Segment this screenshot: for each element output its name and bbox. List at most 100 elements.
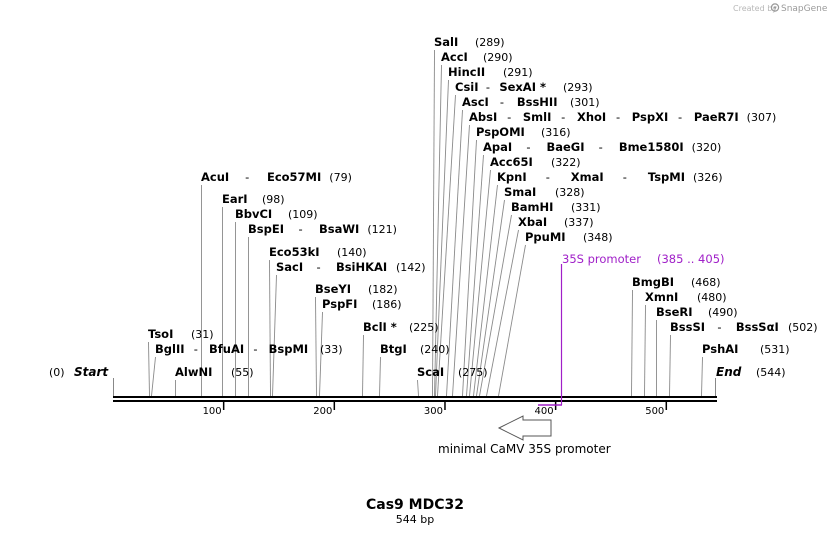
cut-site-position[interactable]: (98)	[262, 193, 285, 206]
credit-brand: SnapGene	[781, 4, 828, 14]
cut-site-leaders	[148, 49, 703, 397]
cut-site-position[interactable]: (316)	[541, 126, 571, 139]
cut-site-label[interactable]: CsiI	[455, 80, 479, 94]
cut-site-separator: -	[526, 140, 530, 154]
cut-site-label[interactable]: Eco57MI	[267, 170, 321, 184]
cut-site-label[interactable]: SexAI *	[499, 80, 546, 94]
cut-site-label[interactable]: KpnI	[497, 170, 527, 184]
cut-site-separator: -	[678, 110, 682, 124]
cut-site-label[interactable]: BseYI	[315, 282, 351, 296]
cut-site-label[interactable]: PspXI	[632, 110, 668, 124]
cut-site-position[interactable]: (307)	[747, 111, 777, 124]
cut-site-position[interactable]: (328)	[555, 186, 585, 199]
cut-site-label[interactable]: BssSI	[670, 320, 705, 334]
cut-site-position[interactable]: (289)	[475, 36, 505, 49]
cut-site-label[interactable]: BfuAI	[209, 342, 244, 356]
cut-site-label[interactable]: Acc65I	[490, 155, 533, 169]
cut-site-separator: -	[546, 170, 550, 184]
cut-site-position[interactable]: (348)	[583, 231, 613, 244]
cut-site-label[interactable]: BaeGI	[546, 140, 584, 154]
cut-site-position[interactable]: (502)	[788, 321, 818, 334]
cut-site-position[interactable]: (301)	[570, 96, 600, 109]
cut-site-position[interactable]: (291)	[503, 66, 533, 79]
cut-site-label[interactable]: PspOMI	[476, 125, 525, 139]
cut-site-position[interactable]: (186)	[372, 298, 402, 311]
cut-site-label[interactable]: BbvCI	[235, 207, 272, 221]
cut-site-label[interactable]: SmlI	[523, 110, 552, 124]
cut-site-leader	[319, 311, 323, 397]
cut-site-label[interactable]: AlwNI	[175, 365, 212, 379]
cut-site-label[interactable]: PpuMI	[525, 230, 566, 244]
cut-site-position[interactable]: (33)	[320, 343, 343, 356]
cut-site-leader	[151, 356, 156, 397]
cut-site-label[interactable]: SmaI	[504, 185, 536, 199]
cut-site-label[interactable]: PspFI	[322, 297, 357, 311]
cut-site-label[interactable]: BmgBI	[632, 275, 674, 289]
cut-site-position[interactable]: (293)	[563, 81, 593, 94]
cut-site-leader	[437, 94, 456, 397]
cut-site-label[interactable]: BssSαI	[736, 320, 779, 334]
cut-site-leader	[476, 199, 505, 397]
cut-site-label[interactable]: PaeR7I	[694, 110, 739, 124]
cut-site-position[interactable]: (240)	[420, 343, 450, 356]
cut-site-label[interactable]: BtgI	[380, 342, 407, 356]
cut-site-label[interactable]: BamHI	[511, 200, 553, 214]
cut-site-position[interactable]: (182)	[368, 283, 398, 296]
cut-site-position[interactable]: (79)	[329, 171, 352, 184]
cut-site-position[interactable]: (140)	[337, 246, 367, 259]
cut-site-label[interactable]: Bme1580I	[619, 140, 684, 154]
cut-site-position[interactable]: (31)	[191, 328, 214, 341]
cut-site-separator: -	[253, 342, 257, 356]
cut-site-position[interactable]: (337)	[564, 216, 594, 229]
cut-site-position[interactable]: (275)	[458, 366, 488, 379]
cut-site-position[interactable]: (531)	[760, 343, 790, 356]
cut-site-label[interactable]: PshAI	[702, 342, 738, 356]
cut-site-label[interactable]: BspEI	[248, 222, 284, 236]
cut-site-label[interactable]: EarI	[222, 192, 248, 206]
cut-site-position[interactable]: (290)	[483, 51, 513, 64]
cut-site-separator: -	[194, 342, 198, 356]
cut-site-label[interactable]: SalI	[434, 35, 458, 49]
cut-site-label[interactable]: BseRI	[656, 305, 693, 319]
cut-site-position[interactable]: (55)	[231, 366, 254, 379]
cut-site-leader	[452, 124, 470, 397]
cut-site-label[interactable]: AcuI	[201, 170, 229, 184]
cut-site-label[interactable]: Eco53kI	[269, 245, 320, 259]
cut-site-label[interactable]: BclI *	[363, 320, 397, 334]
cut-site-position[interactable]: (322)	[551, 156, 581, 169]
cut-site-label[interactable]: BssHII	[517, 95, 558, 109]
feature-35s-promoter[interactable]: 35S promoter (385 .. 405)	[538, 252, 725, 406]
cut-site-label[interactable]: XbaI	[518, 215, 547, 229]
cut-site-position[interactable]: (326)	[693, 171, 723, 184]
cut-site-separator: -	[616, 110, 620, 124]
cut-site-position[interactable]: (320)	[692, 141, 722, 154]
cut-site-position[interactable]: (468)	[691, 276, 721, 289]
cut-site-label[interactable]: TsoI	[148, 327, 173, 341]
cut-site-position[interactable]: (109)	[288, 208, 318, 221]
cut-site-label[interactable]: ScaI	[417, 365, 444, 379]
cut-site-label[interactable]: XmnI	[645, 290, 678, 304]
cut-site-position[interactable]: (331)	[571, 201, 601, 214]
cut-site-separator: -	[245, 170, 249, 184]
cut-site-label[interactable]: SacI	[276, 260, 303, 274]
cut-site-label[interactable]: BglII	[155, 342, 185, 356]
cut-site-position[interactable]: (142)	[396, 261, 426, 274]
cut-site-label[interactable]: BsiHKAI	[336, 260, 387, 274]
cut-site-label[interactable]: AscI	[462, 95, 489, 109]
annotation-minimal-camv[interactable]: minimal CaMV 35S promoter	[438, 415, 611, 456]
cut-site-label[interactable]: AbsI	[469, 110, 497, 124]
cut-site-label[interactable]: AccI	[441, 50, 468, 64]
cut-site-label[interactable]: BspMI	[269, 342, 309, 356]
cut-site-label[interactable]: ApaI	[483, 140, 512, 154]
cut-site-label[interactable]: XhoI	[577, 110, 606, 124]
cut-site-position[interactable]: (121)	[367, 223, 397, 236]
cut-site-label[interactable]: XmaI	[571, 170, 604, 184]
cut-site-position[interactable]: (225)	[409, 321, 439, 334]
cut-site-label[interactable]: TspMI	[648, 170, 685, 184]
cut-site-position[interactable]: (490)	[708, 306, 738, 319]
cut-site-label[interactable]: BsaWI	[319, 222, 359, 236]
cut-site-leader	[434, 64, 442, 397]
cut-site-label[interactable]: HincII	[448, 65, 485, 79]
cut-site-position[interactable]: (480)	[697, 291, 727, 304]
cut-site-leader	[473, 184, 498, 397]
